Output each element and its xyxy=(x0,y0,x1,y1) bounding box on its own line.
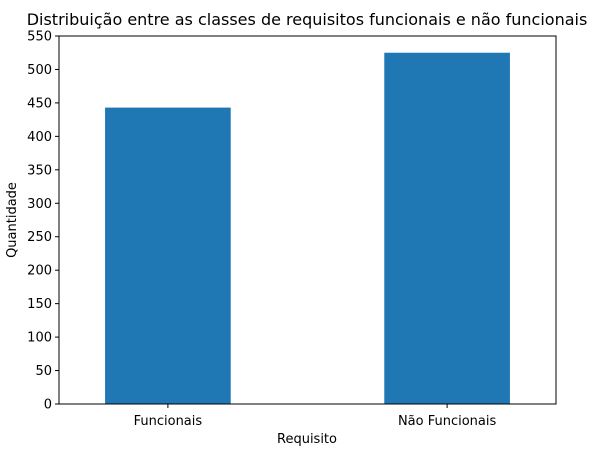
x-axis-label: Requisito xyxy=(277,432,337,447)
bars-group xyxy=(105,52,510,405)
bar-não-funcionais xyxy=(384,52,510,405)
y-tick-label: 250 xyxy=(27,230,52,245)
plot-frame xyxy=(58,35,557,405)
x-tick-label: Funcionais xyxy=(134,414,203,429)
y-tick-label: 100 xyxy=(27,331,52,346)
chart-title: Distribuição entre as classes de requisi… xyxy=(27,10,588,29)
y-tick-label: 450 xyxy=(27,96,52,111)
bar-funcionais xyxy=(105,107,231,405)
y-tick-label: 350 xyxy=(27,163,52,178)
x-tick-label: Não Funcionais xyxy=(398,414,497,429)
y-tick-label: 400 xyxy=(27,130,52,145)
y-tick-label: 200 xyxy=(27,264,52,279)
y-tick-label: 550 xyxy=(27,30,52,45)
y-tick-label: 300 xyxy=(27,197,52,212)
y-tick-label: 150 xyxy=(27,297,52,312)
x-axis: Funcionais Não Funcionais xyxy=(134,404,497,429)
y-axis-label: Quantidade xyxy=(5,182,20,258)
y-axis: 0 50 100 150 200 250 300 350 400 450 500 550 xyxy=(27,30,59,413)
y-tick-label: 0 xyxy=(44,398,52,413)
y-tick-label: 500 xyxy=(27,63,52,78)
y-tick-label: 50 xyxy=(35,364,52,379)
